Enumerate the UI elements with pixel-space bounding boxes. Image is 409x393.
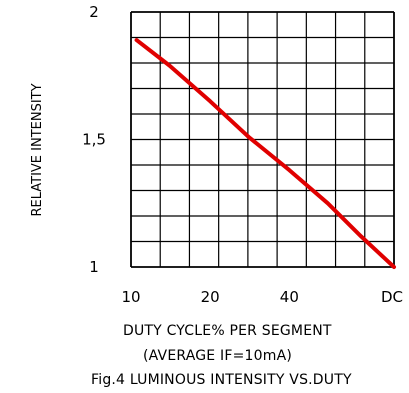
x-tick-label: 20 — [201, 288, 220, 306]
series-line — [134, 38, 396, 269]
figure-caption: Fig.4 LUMINOUS INTENSITY VS.DUTY — [91, 372, 352, 388]
x-axis-subtitle: (AVERAGE IF=10mA) — [143, 348, 293, 364]
x-tick-labels: 10 20 40 DC — [121, 288, 403, 306]
x-tick-label: 40 — [280, 288, 299, 306]
x-axis-title: DUTY CYCLE% PER SEGMENT — [123, 323, 332, 339]
y-tick-label: 2 — [89, 3, 99, 21]
y-tick-label: 1 — [89, 258, 99, 276]
grid — [130, 11, 395, 268]
y-tick-label: 1,5 — [82, 131, 106, 149]
x-tick-label: DC — [381, 288, 403, 306]
y-tick-labels: 11,52 — [82, 3, 106, 276]
y-axis-title: RELATIVE INTENSITY — [30, 83, 45, 216]
series-group — [134, 38, 396, 269]
x-tick-label: 10 — [121, 288, 140, 306]
